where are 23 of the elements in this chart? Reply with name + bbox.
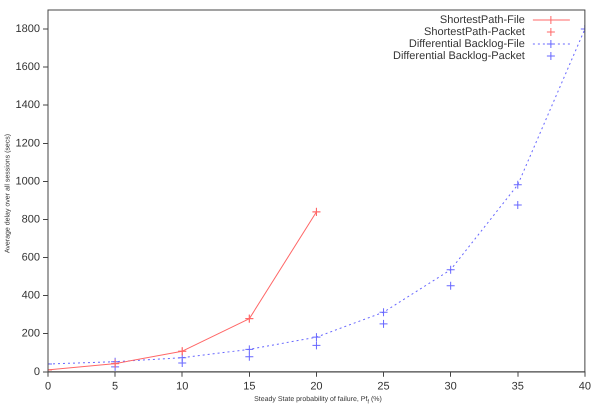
x-tick-label: 15 (243, 380, 256, 392)
y-tick-label: 400 (22, 290, 40, 302)
y-tick-label: 1200 (16, 137, 40, 150)
x-tick-label: 0 (44, 380, 52, 392)
x-tick-label: 30 (444, 380, 457, 392)
y-tick-label: 1000 (16, 175, 40, 188)
x-tick-label: 25 (377, 380, 390, 392)
x-tick-label: 5 (112, 380, 118, 392)
legend-label: Differential Backlog-File (408, 38, 525, 50)
y-tick-label: 200 (22, 328, 40, 340)
legend-label: ShortestPath-Packet (424, 26, 525, 38)
legend-label: ShortestPath-File (440, 14, 525, 26)
y-tick-label: 800 (22, 213, 40, 226)
y-tick-label: 1800 (16, 23, 40, 36)
x-tick-label: 35 (512, 380, 524, 392)
x-tick-label: 20 (310, 380, 323, 392)
y-tick-label: 0 (34, 366, 40, 378)
y-tick-label: 600 (22, 252, 40, 264)
y-tick-label: 1600 (16, 61, 40, 74)
x-tick-label: 40 (578, 380, 592, 392)
legend-label: Differential Backlog-Packet (393, 50, 525, 62)
y-tick-label: 1400 (16, 99, 40, 112)
x-tick-label: 10 (176, 380, 188, 392)
